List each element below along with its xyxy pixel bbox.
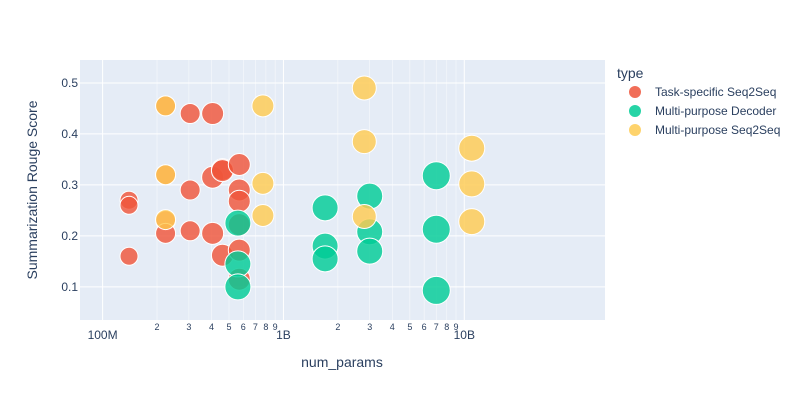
data-point[interactable] xyxy=(458,134,486,162)
data-point[interactable] xyxy=(201,102,225,126)
legend-label: Multi-purpose Seq2Seq xyxy=(655,123,780,137)
x-minor-tick-label: 5 xyxy=(226,322,231,332)
x-minor-tick-label: 3 xyxy=(367,322,372,332)
legend[interactable]: Task-specific Seq2Seq Multi-purpose Decod… xyxy=(629,85,780,137)
data-point[interactable] xyxy=(458,170,486,198)
data-point[interactable] xyxy=(311,245,339,273)
data-point[interactable] xyxy=(155,209,177,231)
data-point[interactable] xyxy=(351,204,377,230)
data-point[interactable] xyxy=(179,179,201,201)
legend-item[interactable]: Task-specific Seq2Seq xyxy=(629,85,776,99)
data-point[interactable] xyxy=(179,220,201,242)
legend-item[interactable]: Multi-purpose Seq2Seq xyxy=(629,123,780,137)
y-tick-label: 0.1 xyxy=(61,280,78,294)
data-point[interactable] xyxy=(224,209,252,237)
data-points xyxy=(119,75,486,305)
data-point[interactable] xyxy=(351,75,377,101)
legend-item[interactable]: Multi-purpose Decoder xyxy=(629,104,776,118)
legend-label: Task-specific Seq2Seq xyxy=(655,85,776,99)
x-minor-tick-label: 9 xyxy=(273,322,278,332)
x-minor-tick-label: 2 xyxy=(155,322,160,332)
data-point[interactable] xyxy=(155,164,177,186)
legend-title: type xyxy=(617,65,644,81)
y-tick-label: 0.4 xyxy=(61,127,78,141)
data-point[interactable] xyxy=(155,95,177,117)
data-point[interactable] xyxy=(421,161,451,191)
y-axis-title: Summarization Rouge Score xyxy=(24,100,40,279)
y-tick-label: 0.2 xyxy=(61,229,78,243)
legend-marker xyxy=(629,124,641,136)
x-minor-tick-label: 8 xyxy=(263,322,268,332)
y-tick-label: 0.5 xyxy=(61,76,78,90)
data-point[interactable] xyxy=(458,208,486,236)
legend-marker xyxy=(629,86,641,98)
y-tick-label: 0.3 xyxy=(61,178,78,192)
data-point[interactable] xyxy=(119,246,139,266)
data-point[interactable] xyxy=(119,195,139,215)
x-minor-tick-label: 6 xyxy=(422,322,427,332)
x-minor-tick-label: 6 xyxy=(241,322,246,332)
x-minor-tick-label: 9 xyxy=(453,322,458,332)
series-multi-purpose-decoder xyxy=(224,161,451,305)
x-minor-tick-label: 4 xyxy=(390,322,395,332)
x-major-tick-label: 10B xyxy=(454,328,475,342)
data-point[interactable] xyxy=(356,237,384,265)
x-major-tick-label: 1B xyxy=(276,328,291,342)
data-point[interactable] xyxy=(224,250,252,278)
data-point[interactable] xyxy=(251,94,275,118)
data-point[interactable] xyxy=(351,129,377,155)
x-minor-tick-label: 3 xyxy=(186,322,191,332)
data-point[interactable] xyxy=(251,171,275,195)
data-point[interactable] xyxy=(251,203,275,227)
x-minor-tick-label: 7 xyxy=(253,322,258,332)
y-tick-labels: 0.1 0.2 0.3 0.4 0.5 xyxy=(61,76,78,294)
data-point[interactable] xyxy=(421,214,451,244)
x-axis-title: num_params xyxy=(301,354,383,370)
x-minor-tick-label: 2 xyxy=(335,322,340,332)
data-point[interactable] xyxy=(421,275,451,305)
data-point[interactable] xyxy=(227,153,251,177)
x-minor-tick-label: 4 xyxy=(209,322,214,332)
legend-label: Multi-purpose Decoder xyxy=(655,104,776,118)
data-point[interactable] xyxy=(224,273,252,301)
x-minor-tick-label: 5 xyxy=(407,322,412,332)
x-minor-tick-label: 7 xyxy=(434,322,439,332)
data-point[interactable] xyxy=(311,194,339,222)
series-multi-purpose-seq2seq xyxy=(155,75,486,236)
data-point[interactable] xyxy=(201,221,225,245)
legend-marker xyxy=(629,105,641,117)
x-major-tick-label: 100M xyxy=(88,328,118,342)
x-minor-tick-label: 8 xyxy=(444,322,449,332)
data-point[interactable] xyxy=(179,103,201,125)
data-point[interactable] xyxy=(227,189,251,213)
